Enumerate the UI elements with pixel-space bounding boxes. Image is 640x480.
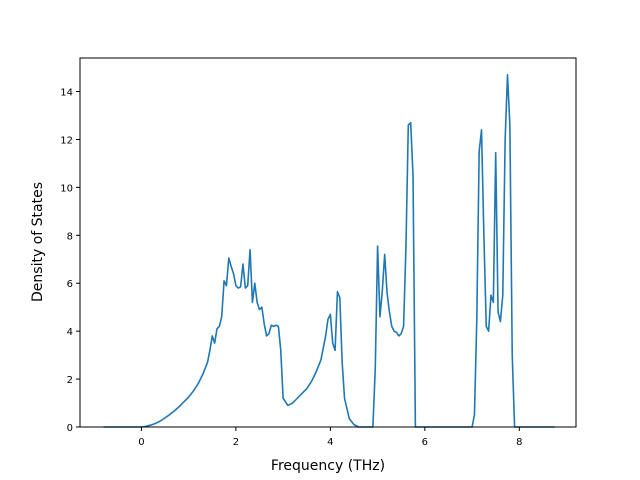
x-tick-label: 8 xyxy=(516,437,522,448)
y-tick-label: 12 xyxy=(60,135,73,146)
y-axis-ticks: 0 2 4 6 8 10 12 14 xyxy=(60,88,80,434)
x-axis-ticks: 0 2 4 6 8 xyxy=(138,427,523,448)
y-tick-label: 14 xyxy=(60,88,73,99)
y-tick-label: 4 xyxy=(67,327,73,338)
y-tick-label: 2 xyxy=(67,375,73,386)
x-tick-label: 0 xyxy=(138,437,144,448)
dos-series-line-0 xyxy=(103,73,555,428)
y-tick-label: 10 xyxy=(60,183,73,194)
x-tick-label: 6 xyxy=(422,437,428,448)
plot-frame xyxy=(79,57,577,428)
x-axis-label: Frequency (THz) xyxy=(271,458,385,474)
x-tick-label: 4 xyxy=(327,437,333,448)
plot-layer xyxy=(103,73,555,428)
y-axis-label: Density of States xyxy=(30,182,46,302)
y-tick-label: 6 xyxy=(67,279,73,290)
x-tick-label: 2 xyxy=(233,437,239,448)
y-tick-label: 8 xyxy=(67,231,73,242)
y-tick-label: 0 xyxy=(67,423,73,434)
